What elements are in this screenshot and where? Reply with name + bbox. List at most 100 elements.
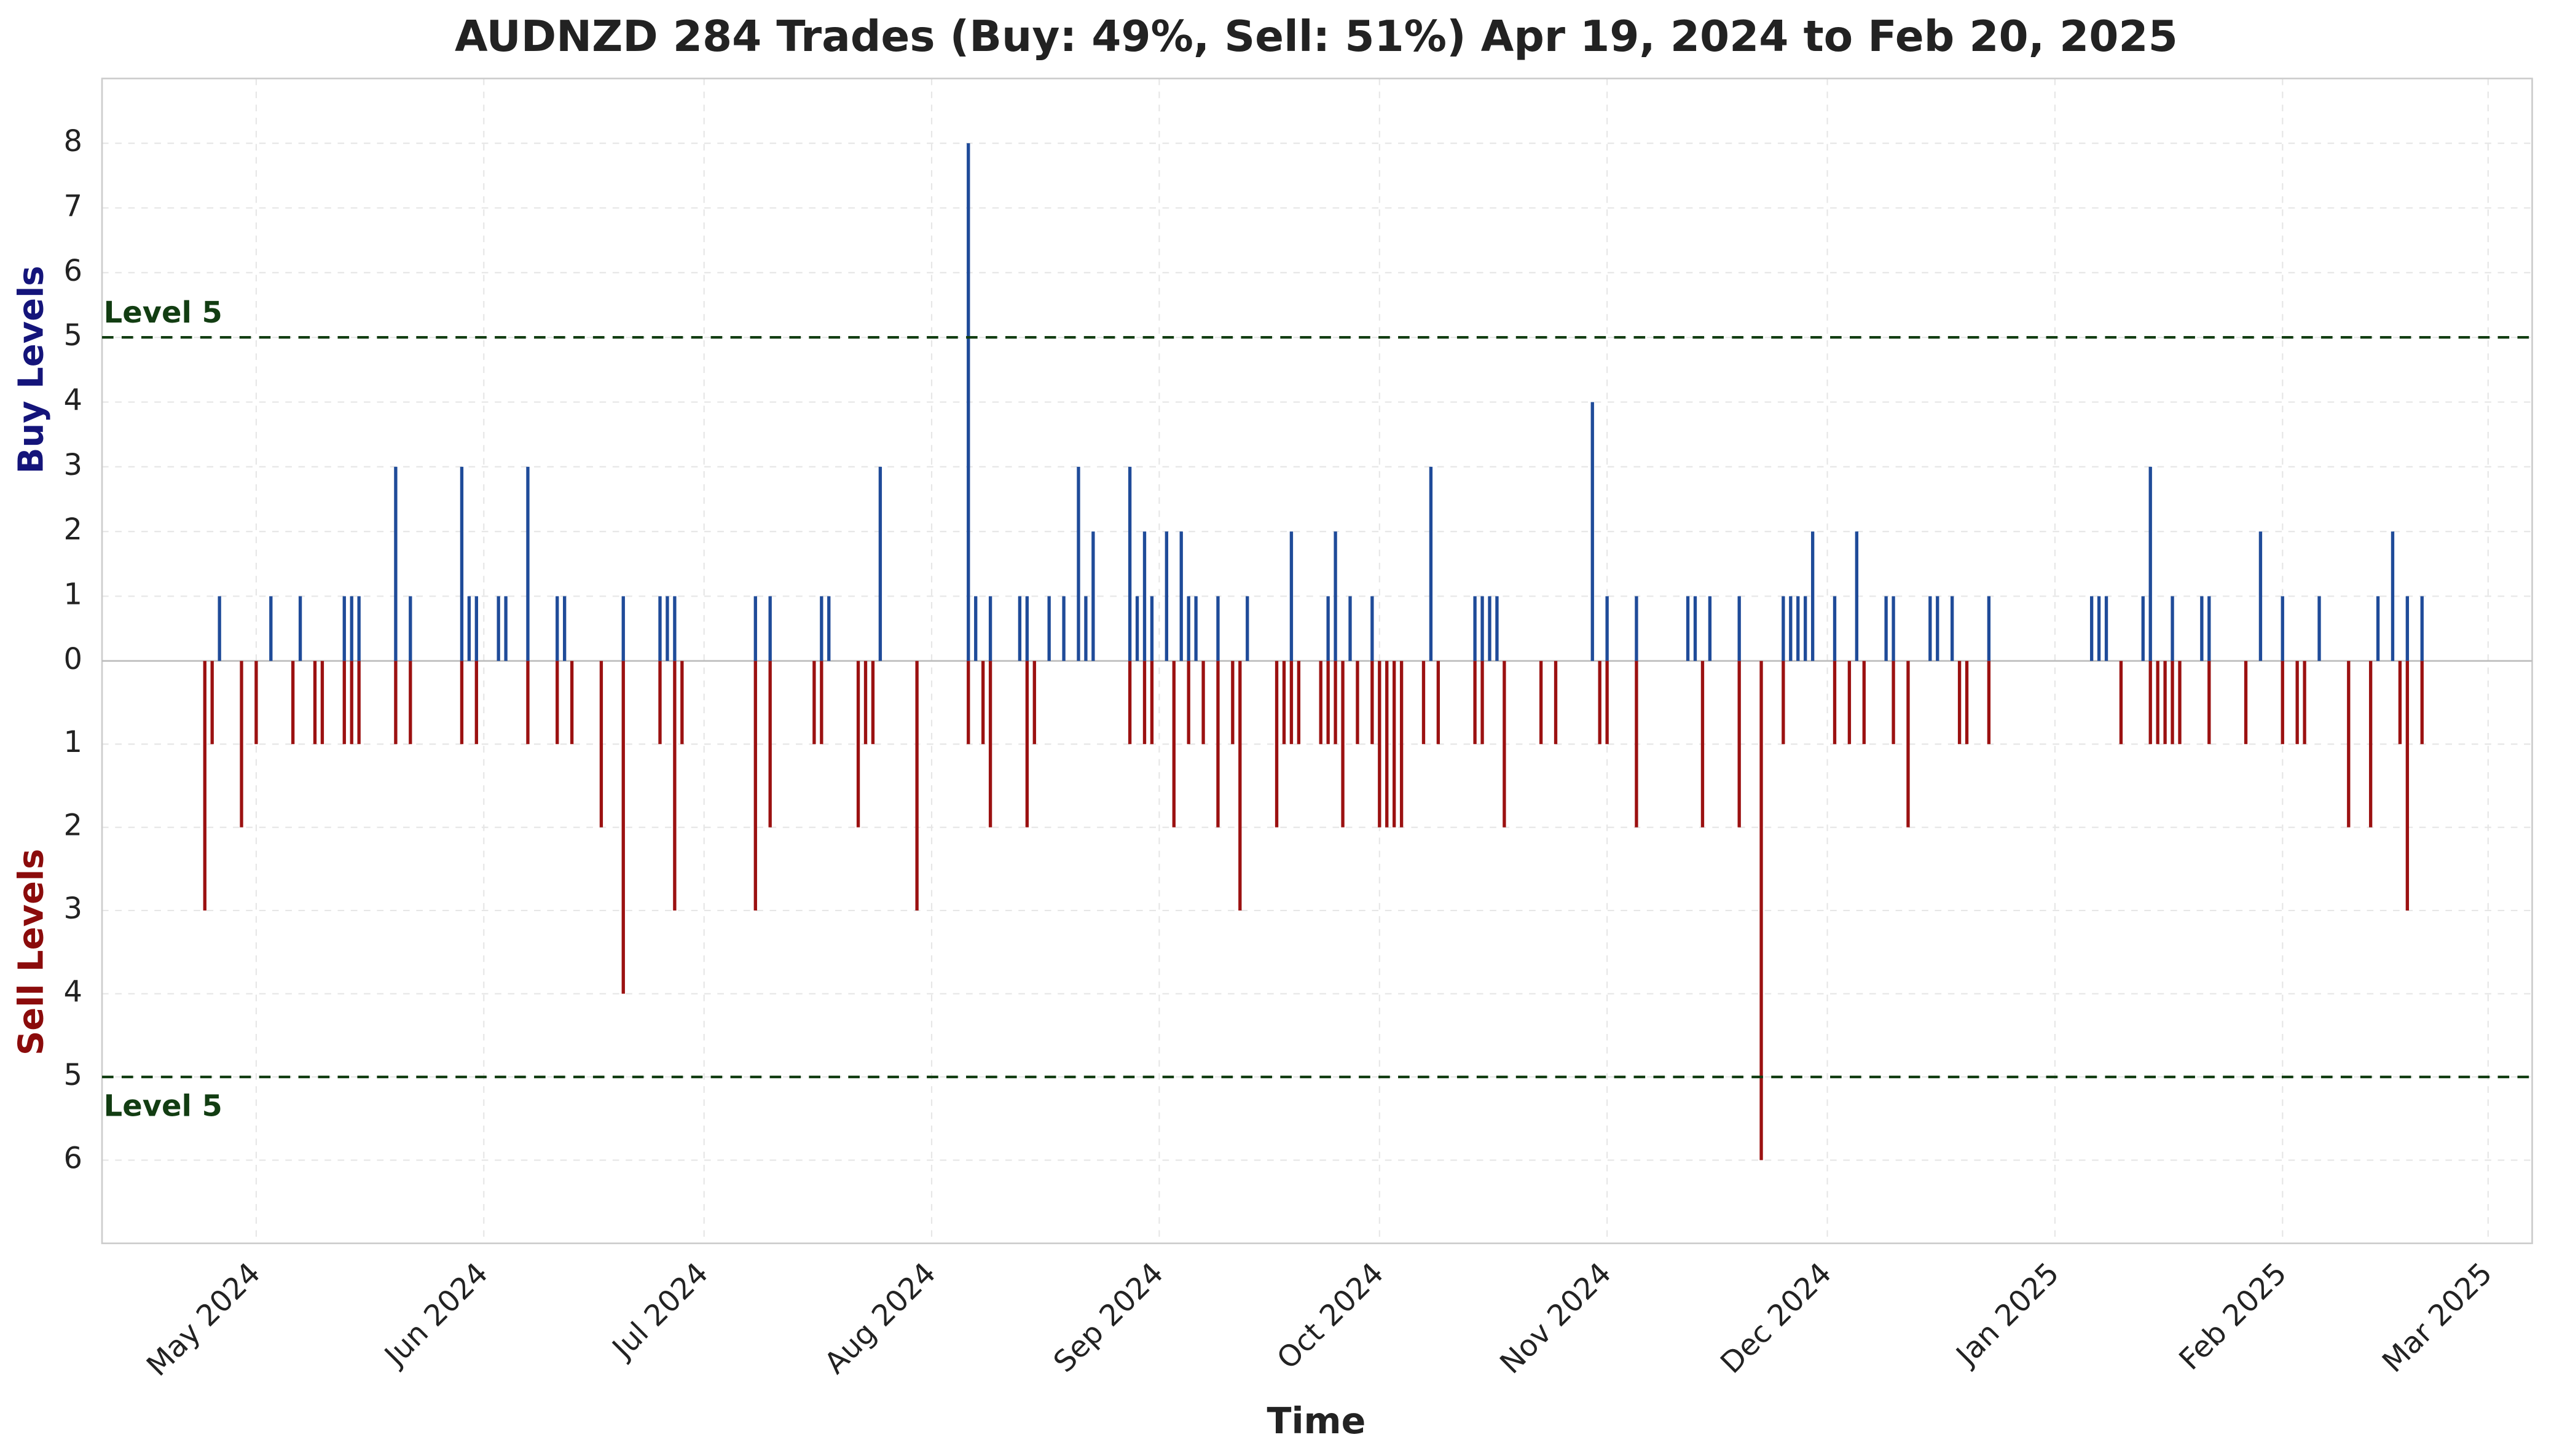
bar — [526, 660, 530, 745]
bar — [1091, 531, 1095, 661]
bar — [1142, 660, 1147, 745]
bar — [218, 596, 221, 661]
bar — [1810, 531, 1815, 661]
bar — [1370, 596, 1374, 661]
bar — [2148, 466, 2152, 661]
bar — [2420, 660, 2424, 745]
bar — [2258, 531, 2263, 661]
y2-axis-label: Sell Levels — [11, 849, 51, 1055]
bar — [2281, 596, 2284, 661]
bar — [556, 596, 559, 661]
bar — [863, 660, 868, 745]
bar — [981, 660, 985, 745]
bar — [460, 660, 464, 745]
bar — [1928, 596, 1932, 661]
bar — [474, 660, 478, 745]
bar — [240, 660, 243, 828]
bar — [915, 660, 919, 911]
y2-tick-label: 1 — [64, 726, 83, 759]
bar — [1348, 596, 1352, 661]
bar — [1884, 596, 1888, 661]
bar — [350, 660, 353, 745]
bar — [658, 660, 662, 745]
bar — [856, 660, 860, 828]
bar — [1179, 531, 1183, 661]
bar — [2141, 596, 2145, 661]
bar — [409, 596, 412, 661]
bar — [1605, 596, 1609, 661]
bar — [1356, 660, 1359, 745]
bar — [1393, 660, 1396, 828]
bar — [254, 660, 258, 745]
bar — [504, 596, 508, 661]
y-tick-label: 7 — [64, 189, 83, 223]
bar — [460, 466, 464, 661]
bar — [1370, 660, 1374, 745]
bar — [1488, 596, 1491, 661]
bar — [988, 596, 992, 661]
chart-title: AUDNZD 284 Trades (Buy: 49%, Sell: 51%) … — [455, 12, 2178, 61]
bar — [673, 660, 677, 911]
bar — [827, 596, 831, 661]
bar — [621, 596, 625, 661]
bar — [1216, 660, 1220, 828]
bar — [1231, 660, 1235, 745]
bar — [1473, 660, 1477, 745]
bar — [967, 660, 970, 745]
bar — [1892, 596, 1895, 661]
bar — [1737, 596, 1741, 661]
bar — [1341, 660, 1345, 828]
bar — [812, 660, 816, 745]
bar — [2104, 596, 2108, 661]
bar — [974, 596, 978, 661]
bar — [2171, 596, 2174, 661]
bar — [1605, 660, 1609, 745]
bar — [666, 596, 669, 661]
bar — [1590, 402, 1594, 661]
bar — [570, 660, 574, 745]
bar — [1084, 596, 1088, 661]
bar — [1936, 596, 1939, 661]
bar — [1855, 531, 1859, 661]
bar — [1862, 660, 1866, 745]
bar — [1135, 596, 1139, 661]
bar — [1142, 531, 1147, 661]
bar — [1833, 596, 1837, 661]
bar — [394, 466, 398, 661]
bar — [2317, 596, 2321, 661]
bar — [988, 660, 992, 828]
bar — [1436, 660, 1440, 745]
bar — [2097, 596, 2101, 661]
y-tick-label: 8 — [64, 125, 83, 159]
x-axis-label: Time — [1267, 1400, 1366, 1442]
bar — [1326, 660, 1330, 745]
bar — [1700, 660, 1705, 828]
bar — [1495, 596, 1499, 661]
bar — [1789, 596, 1793, 661]
threshold-label: Level 5 — [104, 1090, 222, 1124]
bar — [1503, 660, 1506, 828]
bar — [1172, 660, 1176, 828]
bar — [1473, 596, 1477, 661]
bar — [967, 143, 970, 661]
bar — [563, 596, 567, 661]
bar — [1238, 660, 1242, 911]
bar — [1201, 660, 1205, 745]
bar — [1289, 531, 1294, 661]
bar — [2420, 596, 2424, 661]
bar — [291, 660, 295, 745]
bar — [474, 596, 478, 661]
y2-tick-label: 4 — [64, 976, 83, 1009]
bar — [2376, 596, 2380, 661]
bar — [526, 466, 530, 661]
bar — [2391, 531, 2395, 661]
bar — [342, 596, 346, 661]
bar — [269, 596, 273, 661]
y-tick-label: 0 — [64, 643, 83, 676]
bar — [753, 596, 757, 661]
bar — [1693, 596, 1697, 661]
bar — [1782, 596, 1785, 661]
bar — [1282, 660, 1286, 745]
bar — [1796, 596, 1800, 661]
y2-tick-label: 3 — [64, 892, 83, 926]
